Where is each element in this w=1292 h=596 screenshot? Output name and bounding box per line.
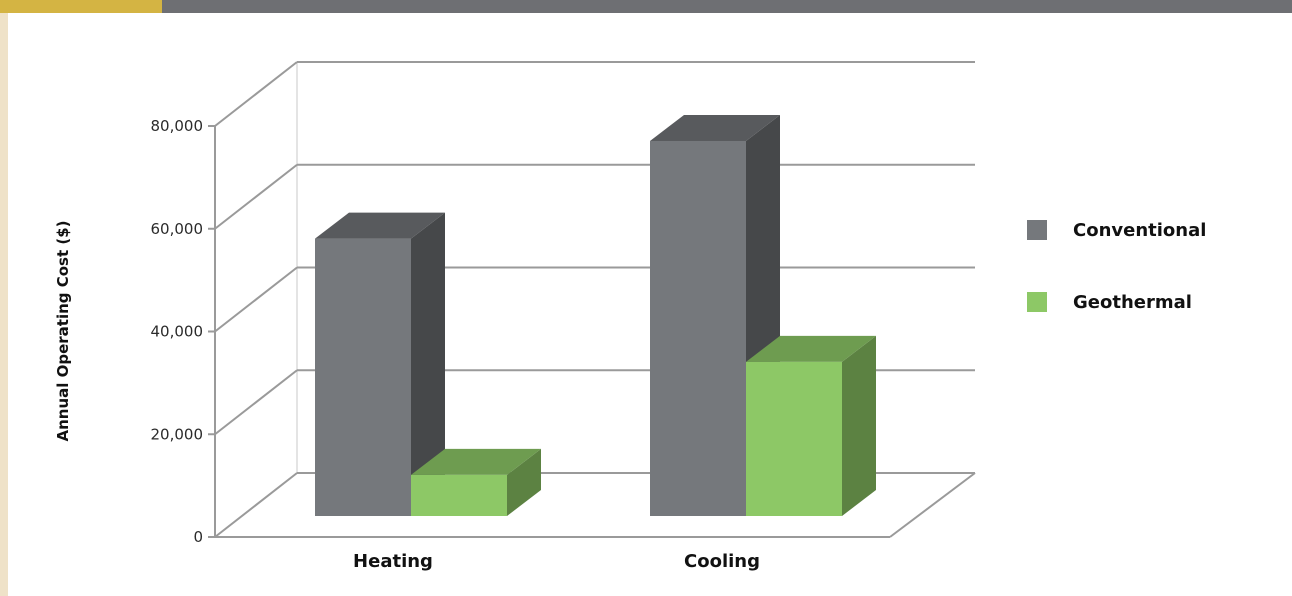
bar-geothermal-heating: [411, 448, 541, 516]
bar-side: [411, 212, 445, 516]
bar-front: [650, 140, 746, 516]
bar-top: [315, 212, 445, 239]
gridline-diagonal: [214, 61, 298, 127]
bar-front: [315, 238, 411, 516]
bar-front: [411, 474, 507, 516]
legend: Conventional Geothermal: [1027, 220, 1206, 313]
y-tick-label: 60,000: [151, 220, 204, 238]
legend-label-conventional: Conventional: [1073, 220, 1206, 241]
x-axis-labels: Heating Cooling: [353, 551, 760, 572]
gridline-diagonal: [214, 163, 298, 230]
bar-side: [507, 448, 541, 516]
gridline-diagonal: [214, 266, 298, 333]
y-axis-label: Annual Operating Cost ($): [54, 220, 72, 441]
bar-front: [746, 361, 842, 516]
header-accent: [0, 0, 162, 13]
gridline-diagonal: [214, 369, 298, 436]
bar-top: [746, 335, 876, 362]
legend-swatch-geothermal: [1027, 292, 1047, 312]
bar-geothermal-cooling: [746, 335, 876, 516]
y-tick-label: 20,000: [151, 425, 204, 443]
floor-right-edge: [889, 472, 976, 538]
side-strip: [0, 13, 8, 596]
legend-label-geothermal: Geothermal: [1073, 292, 1192, 313]
gridline-diagonal: [214, 472, 298, 538]
legend-swatch-conventional: [1027, 220, 1047, 240]
x-category-label: Cooling: [684, 551, 760, 572]
x-category-label: Heating: [353, 551, 433, 572]
bar-side: [842, 335, 876, 516]
bar-top: [650, 114, 780, 141]
y-axis-ticks: 0 20,000 40,000 60,000 80,000: [151, 117, 215, 546]
y-tick-label: 80,000: [151, 117, 204, 135]
bar-conventional-heating: [315, 212, 445, 516]
y-tick-label: 40,000: [151, 323, 204, 341]
bar-top: [411, 448, 541, 475]
bar-conventional-cooling: [650, 114, 780, 517]
bars: [315, 114, 876, 517]
header-bar: [162, 0, 1292, 13]
y-tick-label: 0: [193, 528, 203, 546]
